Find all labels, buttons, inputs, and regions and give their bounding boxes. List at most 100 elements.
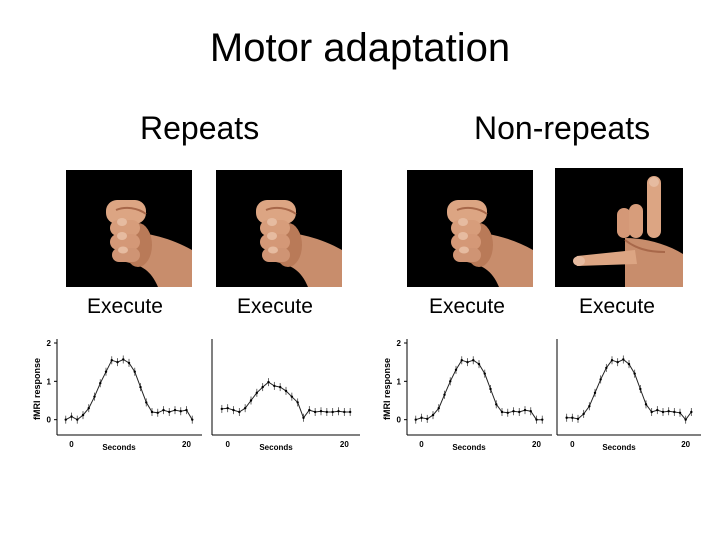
x-tick-label: 20 (340, 440, 349, 449)
data-point (489, 387, 492, 391)
data-point (466, 360, 469, 364)
data-point (616, 360, 619, 364)
data-point (249, 399, 253, 402)
y-tick-label: 1 (397, 377, 402, 386)
data-point (226, 406, 229, 410)
data-point (673, 410, 676, 414)
data-point (185, 408, 188, 412)
data-point (319, 410, 323, 413)
data-point (500, 410, 504, 414)
data-point (420, 416, 423, 419)
series-line (415, 359, 543, 421)
x-tick-label: 0 (69, 440, 74, 449)
x-tick-label: 20 (532, 440, 541, 449)
data-point (232, 408, 235, 412)
data-point (290, 395, 294, 398)
data-point (133, 370, 136, 373)
group-heading-repeats: Repeats (140, 110, 260, 146)
data-point (684, 418, 687, 421)
data-point (173, 408, 177, 412)
y-axis-label: fMRI response (382, 358, 392, 420)
data-point (70, 415, 73, 418)
data-point (191, 418, 194, 421)
x-axis-label: Seconds (602, 443, 636, 452)
data-point (639, 387, 642, 391)
x-tick-label: 20 (182, 440, 191, 449)
y-tick-label: 1 (47, 377, 52, 386)
data-point (477, 362, 481, 366)
data-point (81, 413, 85, 417)
fmri-plot-1: 0 1 2 fMRI response 0 20 Seconds (30, 335, 205, 460)
fist-icon (106, 200, 192, 287)
data-point (644, 403, 648, 406)
data-point (302, 416, 305, 419)
data-point (127, 361, 131, 365)
data-point (76, 418, 79, 421)
open-hand-photo (555, 168, 683, 287)
data-point (325, 410, 329, 414)
x-tick-label: 0 (570, 440, 575, 449)
y-axis-label: fMRI response (32, 358, 42, 420)
data-point (593, 391, 597, 395)
open-hand-icon (573, 176, 683, 287)
data-point (110, 359, 113, 362)
y-tick-label: 2 (47, 339, 52, 348)
data-point (313, 410, 317, 414)
x-tick-label: 0 (225, 440, 230, 449)
data-point (343, 410, 346, 414)
data-point (337, 410, 340, 413)
fmri-plot-2: 0 20 Seconds (208, 335, 363, 460)
data-point (633, 372, 636, 375)
fist-photo-3 (407, 170, 533, 287)
data-point (483, 372, 486, 375)
data-point (238, 410, 241, 414)
data-point (667, 410, 670, 413)
y-tick-label: 0 (397, 416, 402, 425)
data-point (576, 417, 580, 421)
slide-title: Motor adaptation (209, 26, 511, 70)
x-tick-label: 0 (419, 440, 424, 449)
fist-photo-1 (66, 170, 192, 287)
data-point (449, 380, 452, 383)
fmri-plot-4: 0 20 Seconds (553, 335, 703, 460)
data-point (348, 410, 352, 414)
data-point (267, 380, 270, 384)
data-point (565, 416, 568, 419)
data-point (162, 408, 165, 412)
data-point (690, 410, 693, 414)
x-axis-label: Seconds (452, 443, 486, 452)
data-point (529, 410, 532, 413)
fist-photo-2 (216, 170, 342, 287)
data-point (179, 410, 182, 413)
data-point (308, 408, 311, 412)
x-axis-label: Seconds (259, 443, 293, 452)
data-point (535, 418, 538, 421)
execute-label-3: Execute (429, 295, 505, 318)
data-point (437, 406, 440, 410)
x-axis-label: Seconds (102, 443, 136, 452)
data-point (443, 393, 446, 396)
data-point (278, 385, 282, 389)
data-point (93, 395, 96, 398)
data-point (678, 411, 682, 414)
data-point (414, 418, 417, 421)
group-heading-non-repeats: Non-repeats (474, 110, 651, 146)
data-point (64, 418, 67, 421)
data-point (104, 370, 108, 373)
execute-label-4: Execute (579, 295, 655, 318)
data-point (296, 401, 299, 404)
data-point (610, 359, 614, 362)
y-tick-label: 2 (397, 339, 402, 348)
data-point (599, 378, 602, 381)
data-point (331, 410, 334, 414)
execute-label-2: Execute (237, 295, 313, 318)
data-point (426, 417, 429, 421)
data-point (661, 410, 665, 414)
data-point (512, 410, 515, 413)
data-point (122, 358, 125, 361)
data-point (650, 410, 653, 414)
fist-icon (447, 200, 533, 287)
data-point (506, 411, 509, 414)
data-point (656, 408, 659, 412)
data-point (261, 385, 264, 389)
